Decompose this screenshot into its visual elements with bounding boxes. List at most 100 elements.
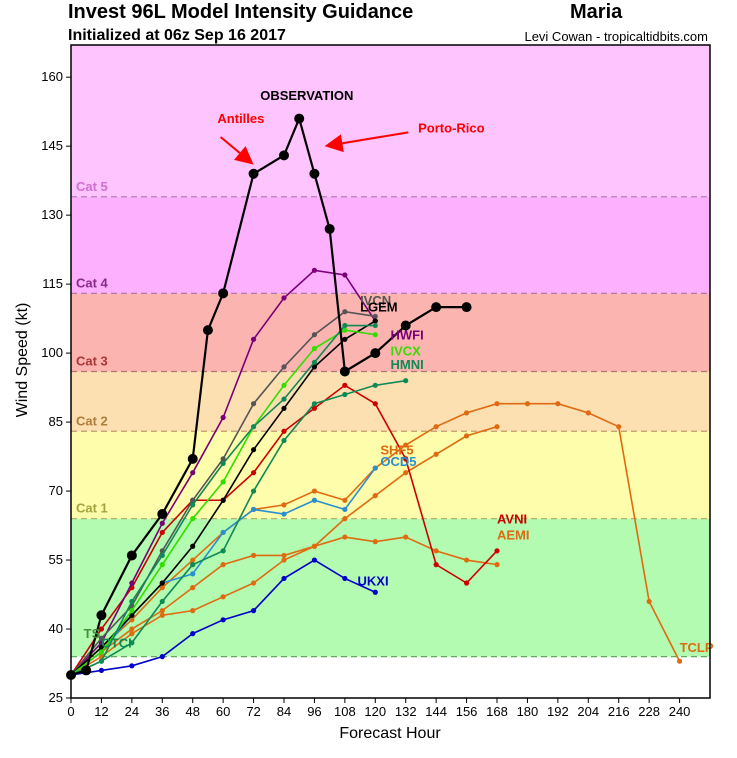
point-ukxi — [311, 557, 318, 563]
x-tick-label: 48 — [185, 704, 199, 719]
label-hmni: HMNI — [391, 357, 424, 372]
observation-point — [324, 223, 335, 234]
point-ocd5 — [190, 571, 196, 577]
y-tick-label: 130 — [41, 207, 63, 222]
point-ivcn — [98, 635, 105, 641]
point-aemi — [494, 562, 500, 568]
annotation-arrow-head — [324, 134, 344, 153]
point-ocd5 — [372, 465, 378, 471]
point-cliper — [433, 424, 439, 430]
label-shf5: SHF5 — [380, 442, 413, 457]
observation-point — [400, 320, 411, 331]
point-ukxi — [372, 589, 378, 595]
y-tick-label: 40 — [49, 621, 63, 636]
point-ctci — [129, 598, 135, 605]
point-aemi — [281, 557, 287, 563]
y-tick-label: 115 — [42, 276, 63, 291]
x-axis-label: Forecast Hour — [339, 725, 441, 742]
x-tick-label: 72 — [246, 704, 260, 719]
y-tick-label: 145 — [41, 138, 63, 153]
point-avni — [281, 428, 287, 434]
point-cliper — [646, 598, 652, 605]
point-avni — [98, 626, 105, 632]
point-cliper — [190, 557, 196, 563]
label-hwfi: HWFI — [391, 327, 424, 342]
point-hwfi — [342, 272, 348, 278]
point-cliper — [555, 401, 561, 407]
point-ctci — [98, 658, 105, 664]
annotations: OBSERVATION Antilles Porto-Rico — [217, 88, 485, 165]
point-lgem — [220, 497, 226, 503]
point-ivcx — [342, 327, 348, 333]
point-cliper — [585, 410, 591, 416]
point-avni — [250, 470, 257, 476]
point-hwfi — [250, 336, 257, 342]
x-tick-label: 36 — [155, 704, 169, 719]
point-ivcn — [281, 364, 287, 370]
x-tick-label: 84 — [277, 704, 291, 719]
point-ukxi — [342, 575, 348, 582]
point-hmni — [342, 391, 348, 398]
point-ivcx — [129, 608, 135, 614]
point-ocd5 — [250, 506, 257, 513]
point-avni — [494, 548, 500, 554]
x-tick-label: 60 — [216, 704, 230, 719]
observation-line — [70, 115, 467, 677]
label-tclp: TCLP — [680, 640, 714, 655]
point-hmni — [311, 401, 318, 407]
point-ctci — [311, 359, 318, 365]
point-ivcn — [190, 497, 196, 503]
point-ukxi — [190, 631, 196, 637]
point-lgem — [372, 318, 378, 324]
point-ivcn — [372, 313, 378, 319]
series-line-hmni — [70, 379, 406, 676]
point-ivcn — [250, 401, 257, 407]
credit-text: Levi Cowan - tropicaltidbits.com — [524, 29, 708, 44]
label-ivcn: IVCN — [360, 293, 391, 308]
x-tick-label: 132 — [395, 704, 417, 719]
point-ivcx — [98, 649, 105, 655]
point-lgem — [281, 405, 287, 411]
x-tick-label: 204 — [577, 704, 599, 719]
observation-point — [370, 348, 381, 359]
observation-point — [126, 550, 137, 561]
band-label-cat-1: Cat 1 — [76, 501, 108, 516]
point-ivcx — [190, 516, 196, 522]
point-aemi — [403, 534, 409, 540]
point-shf5 — [403, 470, 409, 476]
point-avni — [463, 580, 470, 586]
point-avni — [311, 405, 318, 411]
point-cliper — [463, 410, 470, 416]
band-cat-4 — [71, 196, 710, 294]
point-aemi — [159, 612, 165, 618]
x-tick-label: 216 — [608, 704, 630, 719]
point-hwfi — [98, 640, 105, 646]
point-lgem — [311, 364, 318, 370]
point-hwfi — [129, 580, 135, 586]
point-lgem — [190, 543, 196, 549]
point-shf5 — [433, 451, 439, 457]
point-ivcx — [220, 479, 226, 485]
point-hmni — [220, 548, 226, 554]
point-cliper — [676, 658, 683, 664]
chart-title: Invest 96L Model Intensity Guidance — [68, 1, 413, 23]
observation-point — [187, 453, 198, 464]
point-ukxi — [250, 608, 257, 614]
point-aemi — [342, 534, 348, 540]
label-ctci: CTCI — [101, 635, 131, 650]
point-avni — [433, 562, 439, 568]
point-cliper — [159, 585, 165, 591]
point-ctci — [281, 396, 287, 402]
point-ivcx — [372, 332, 378, 338]
point-ivcx — [159, 562, 165, 568]
point-hmni — [281, 437, 287, 444]
x-tick-label: 192 — [547, 704, 569, 719]
point-shf5 — [129, 626, 135, 632]
point-ctci — [190, 502, 196, 508]
point-ukxi — [159, 654, 165, 660]
band-cat-2 — [71, 371, 710, 432]
point-ivcn — [342, 309, 348, 315]
y-tick-label: 55 — [49, 552, 63, 567]
point-hmni — [403, 378, 409, 384]
point-shf5 — [190, 585, 196, 591]
